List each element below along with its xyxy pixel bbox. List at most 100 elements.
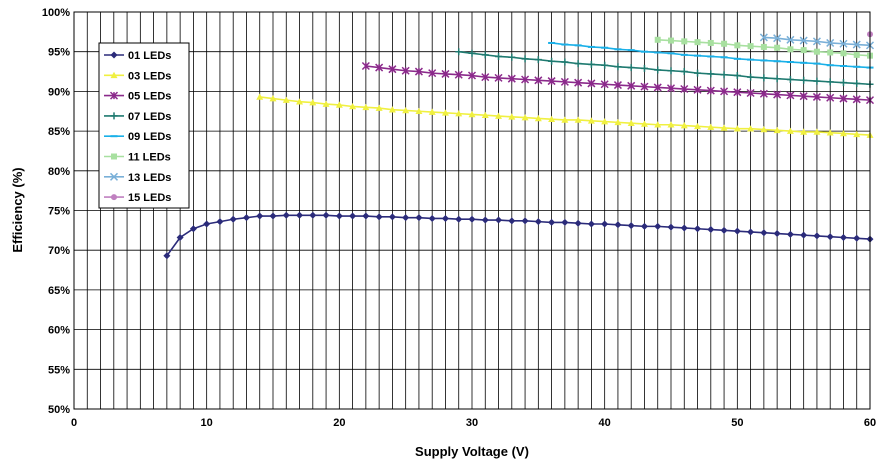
- data-point: [322, 100, 330, 107]
- data-point: [786, 35, 795, 44]
- data-point: [707, 70, 715, 78]
- data-point: [109, 172, 119, 181]
- legend-label: 03 LEDs: [128, 70, 171, 82]
- data-point: [746, 88, 755, 98]
- data-point: [759, 89, 768, 98]
- data-point: [309, 99, 317, 106]
- data-point: [296, 211, 304, 219]
- y-tick-label: 65%: [48, 285, 70, 297]
- data-point: [786, 230, 794, 238]
- data-point: [680, 68, 688, 76]
- series-07-leds: [455, 48, 874, 88]
- data-point: [694, 39, 701, 46]
- data-point: [640, 120, 648, 127]
- data-point: [813, 77, 821, 85]
- series-09-leds: [548, 41, 874, 69]
- data-point: [853, 51, 860, 58]
- data-point: [720, 87, 729, 96]
- data-point: [468, 49, 476, 57]
- y-axis-title: Efficiency (%): [10, 167, 25, 252]
- x-tick-label: 20: [333, 417, 345, 429]
- plot-frame: [73, 11, 871, 410]
- data-point: [349, 102, 357, 110]
- data-point: [760, 126, 768, 133]
- y-tick-label: 60%: [48, 325, 70, 337]
- data-point: [733, 72, 741, 80]
- data-point: [282, 96, 290, 103]
- series-01-leds: [163, 211, 874, 260]
- data-point: [706, 86, 715, 95]
- data-point: [852, 40, 861, 49]
- legend-item: 07 LEDs: [104, 111, 171, 123]
- data-point: [415, 107, 423, 115]
- data-point: [587, 60, 595, 68]
- legend-box: [98, 42, 190, 209]
- data-point: [455, 110, 463, 117]
- x-tick-label: 30: [466, 417, 478, 429]
- legend-item: 13 LEDs: [104, 172, 171, 184]
- data-point: [375, 213, 383, 221]
- data-point: [508, 53, 516, 61]
- data-point: [653, 83, 662, 92]
- data-point: [110, 112, 118, 120]
- data-point: [826, 129, 834, 136]
- data-point: [852, 95, 861, 104]
- data-point: [747, 43, 754, 50]
- series-11-leds: [654, 36, 873, 59]
- data-point: [773, 230, 781, 238]
- data-point: [548, 57, 556, 65]
- series-03-leds: [256, 93, 874, 138]
- data-point: [322, 211, 330, 219]
- data-point: [826, 233, 834, 241]
- data-point: [495, 112, 503, 119]
- data-point: [654, 121, 662, 128]
- data-point: [110, 71, 118, 79]
- data-point: [747, 228, 755, 236]
- legend-item: 05 LEDs: [104, 91, 171, 103]
- data-point: [521, 55, 529, 63]
- data-point: [388, 213, 396, 221]
- data-point: [242, 214, 250, 222]
- data-point: [561, 218, 569, 226]
- data-point: [415, 214, 423, 222]
- y-tick-label: 55%: [48, 364, 70, 376]
- data-point: [600, 80, 609, 89]
- data-point: [773, 126, 781, 134]
- data-point: [786, 127, 794, 134]
- data-point: [441, 214, 449, 222]
- data-point: [455, 215, 463, 223]
- data-point: [401, 66, 410, 75]
- data-point: [627, 64, 635, 72]
- data-point: [587, 117, 595, 124]
- legend-label: 05 LEDs: [128, 91, 171, 103]
- data-point: [507, 74, 516, 83]
- legend-item: 09 LEDs: [104, 131, 171, 143]
- data-point: [256, 93, 264, 100]
- data-point: [668, 37, 674, 44]
- data-point: [481, 216, 489, 224]
- data-point: [773, 90, 782, 99]
- data-point: [402, 106, 410, 114]
- legend-item: 15 LEDs: [104, 192, 171, 204]
- data-point: [853, 234, 861, 242]
- data-point: [680, 122, 688, 129]
- data-point: [468, 110, 476, 118]
- data-point: [614, 221, 622, 229]
- data-point: [349, 212, 357, 220]
- data-point: [111, 194, 117, 201]
- data-point: [707, 39, 714, 46]
- legend-label: 11 LEDs: [128, 152, 171, 164]
- x-tick-label: 50: [731, 417, 743, 429]
- data-point: [216, 218, 224, 226]
- x-tick-label: 0: [71, 417, 77, 429]
- data-point: [534, 218, 542, 226]
- data-point: [521, 217, 529, 225]
- data-point: [853, 130, 861, 138]
- data-point: [667, 67, 675, 75]
- data-point: [388, 65, 397, 74]
- data-point: [508, 217, 516, 225]
- data-point: [813, 232, 821, 240]
- data-point: [759, 33, 768, 42]
- series-05-leds: [361, 61, 875, 105]
- legend-item: 11 LEDs: [104, 152, 171, 164]
